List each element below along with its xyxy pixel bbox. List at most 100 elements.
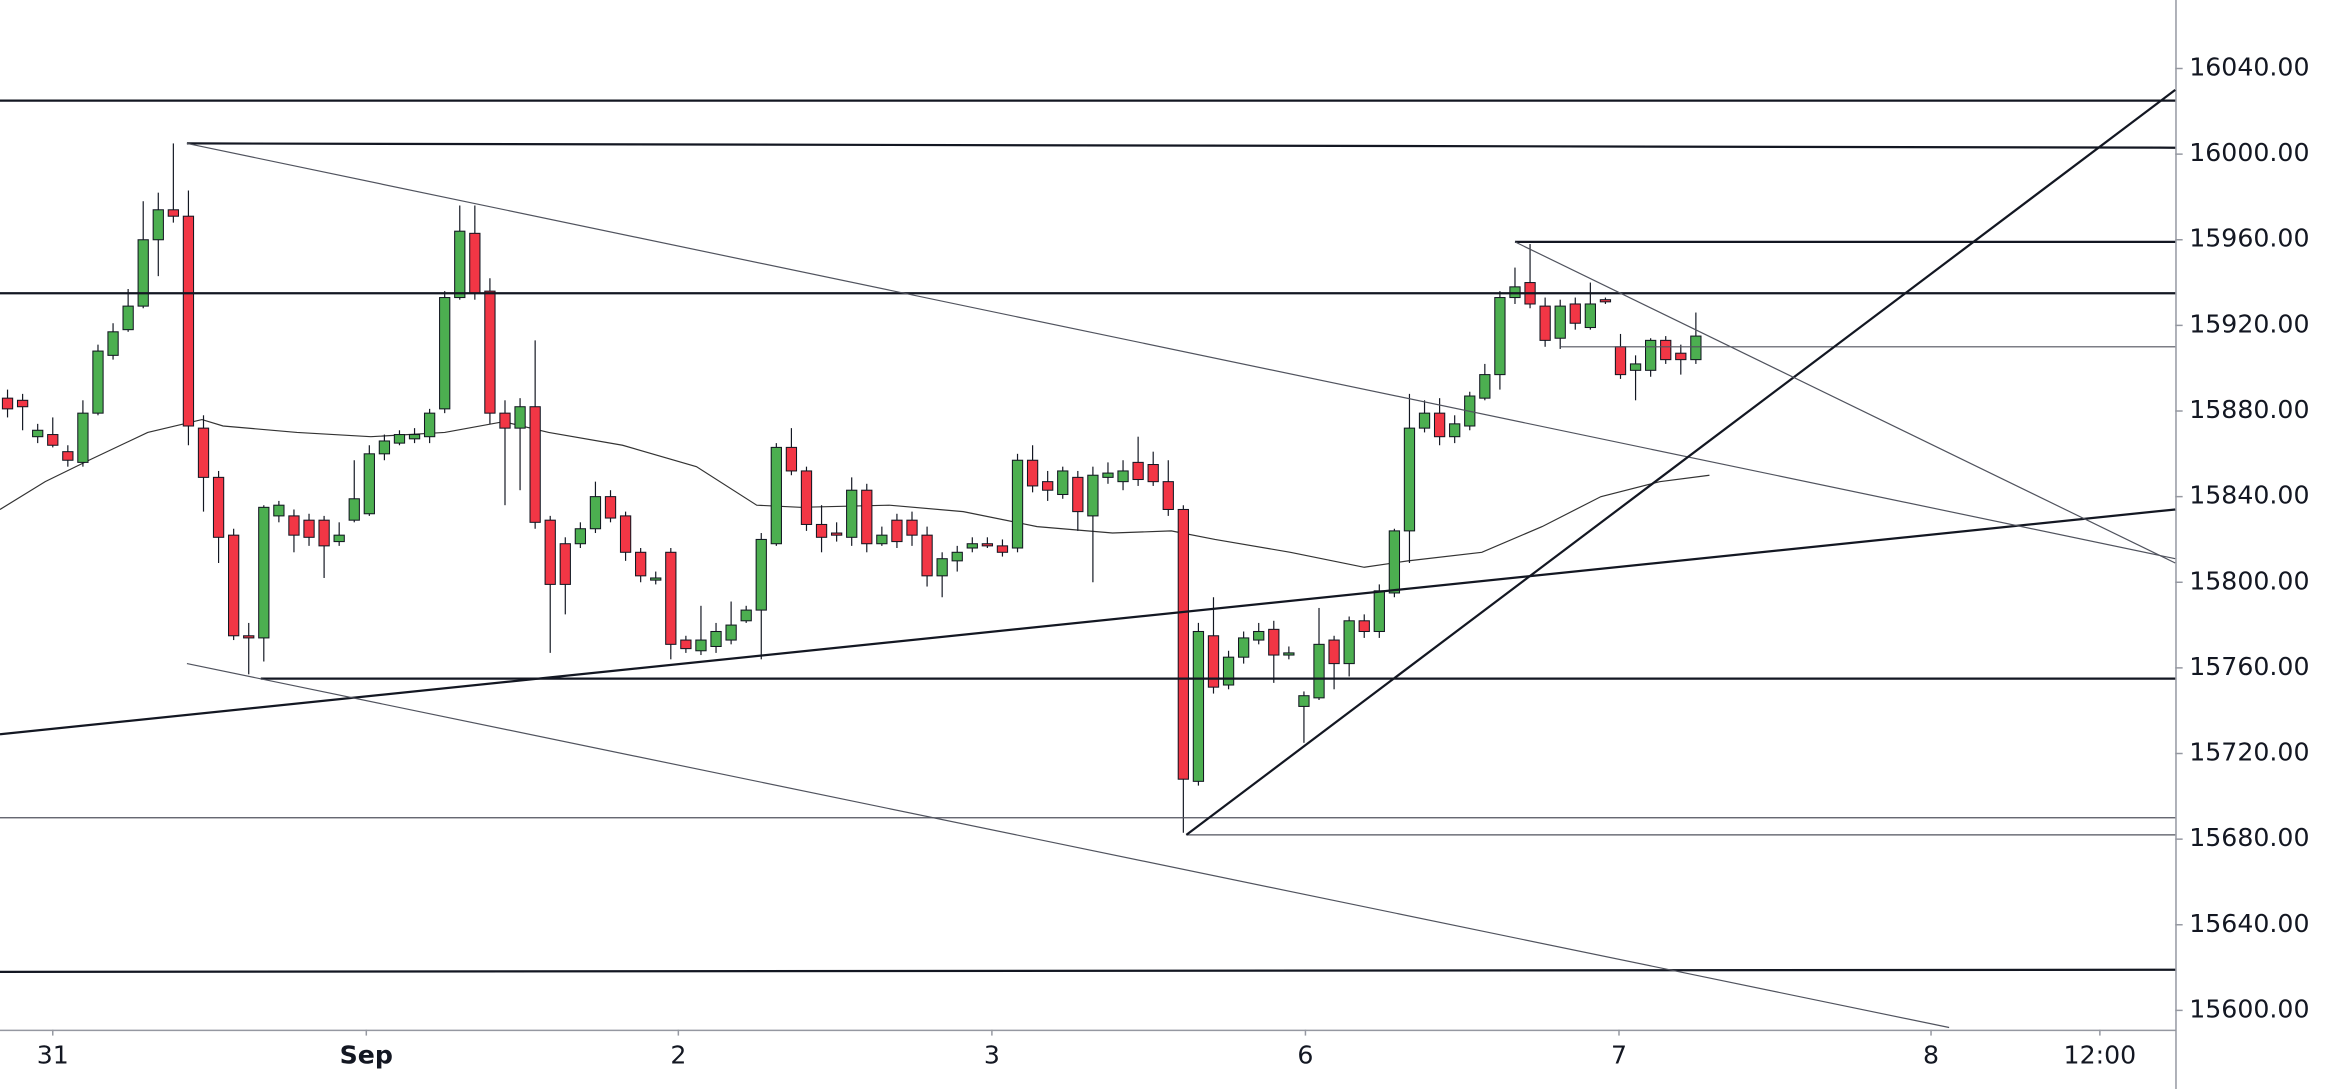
candle-body [1117, 470, 1129, 483]
candle-body [1433, 412, 1446, 438]
y-tick-label: 15880.00 [2189, 395, 2309, 424]
candle-body [228, 534, 240, 637]
drawing-line [186, 142, 2176, 560]
candle-body [1207, 635, 1220, 688]
candle-body [454, 230, 466, 299]
drawing-line [0, 968, 2176, 973]
candle-body [303, 519, 315, 538]
candle-body [1328, 639, 1340, 665]
candle-body [1253, 630, 1265, 641]
candle-body [589, 496, 602, 530]
candle-body [1222, 656, 1235, 686]
candle-body [1283, 652, 1295, 656]
candle-body [755, 538, 767, 611]
candle-body [710, 630, 722, 647]
candle-body [1449, 423, 1461, 438]
candle-body [1629, 363, 1642, 371]
candle-body [363, 453, 375, 515]
candle-body [1042, 481, 1054, 491]
candle-body [499, 412, 511, 429]
x-tick-label: 2 [670, 1040, 686, 1069]
candle-body [1584, 303, 1596, 329]
candle-body [16, 399, 29, 408]
candle-body [770, 446, 782, 545]
drawing-line [1185, 89, 2176, 836]
candle-body [197, 427, 210, 478]
candle-body [936, 558, 948, 577]
x-tick-label: Sep [340, 1040, 393, 1069]
y-tick-label: 16040.00 [2189, 52, 2309, 81]
candle-body [1599, 299, 1612, 303]
candle-body [1102, 472, 1114, 478]
candle-body [47, 434, 59, 446]
drawing-line [186, 663, 1950, 1029]
candle-body [1343, 620, 1355, 665]
candle-body [212, 476, 225, 538]
x-tick-label: 12:00 [2064, 1040, 2137, 1069]
candle-body [951, 551, 963, 562]
candle-body [152, 209, 164, 241]
candle-body [1403, 427, 1416, 532]
candle-body [665, 551, 677, 645]
candle-body [1539, 305, 1551, 341]
candle-body [906, 519, 918, 536]
y-tick-label: 16000.00 [2189, 138, 2309, 167]
candle-body [182, 215, 195, 427]
x-tick-label: 8 [1923, 1040, 1939, 1069]
candle-body [469, 232, 481, 294]
candle-body [1660, 339, 1672, 361]
candle-body [423, 412, 436, 438]
x-tick-label: 6 [1297, 1040, 1313, 1069]
candle-body [740, 609, 752, 622]
y-tick-label: 15680.00 [2189, 823, 2309, 852]
y-tick-label: 15920.00 [2189, 309, 2309, 338]
candle-body [514, 406, 526, 429]
candle-body [529, 406, 541, 523]
candle-body [1087, 474, 1099, 517]
candle-body [966, 543, 978, 549]
candle-body [800, 470, 813, 525]
candle-body [288, 515, 300, 536]
candle-body [92, 350, 104, 414]
candle-body [62, 451, 74, 461]
candle-body [137, 239, 149, 307]
y-tick-label: 15960.00 [2189, 224, 2309, 253]
candle-body [1313, 643, 1325, 699]
candle-body [1494, 297, 1506, 376]
candle-body [650, 577, 662, 581]
candle-body [258, 506, 270, 639]
y-tick-label: 15760.00 [2189, 652, 2309, 681]
candle-body [167, 209, 180, 217]
candle-body [1177, 508, 1189, 780]
candle-body [1192, 630, 1205, 782]
candle-body [1026, 459, 1039, 487]
candle-body [1358, 620, 1370, 633]
candle-body [1675, 352, 1687, 361]
candle-body [1614, 346, 1627, 376]
candle-body [695, 639, 707, 652]
candle-body [378, 440, 391, 455]
candle-body [1690, 335, 1702, 361]
candle-body [32, 429, 44, 438]
candle-body [1132, 461, 1144, 481]
y-tick-label: 15840.00 [2189, 481, 2309, 510]
candle-body [1388, 530, 1401, 594]
candle-body [393, 434, 406, 444]
candle-body [1072, 476, 1084, 513]
candle-body [122, 305, 134, 331]
candle-body [1057, 470, 1069, 496]
drawing-line [1514, 241, 2176, 564]
candle-body [921, 534, 933, 577]
candle-body [1479, 374, 1491, 399]
candle-body [1268, 628, 1280, 656]
candle-body [273, 504, 285, 517]
candle-body [243, 635, 255, 639]
candle-body [544, 519, 556, 585]
candle-body [1011, 459, 1024, 549]
candle-body [815, 523, 828, 538]
y-tick-label: 15640.00 [2189, 909, 2309, 938]
candle-body [408, 434, 421, 440]
candle-body [574, 528, 587, 545]
